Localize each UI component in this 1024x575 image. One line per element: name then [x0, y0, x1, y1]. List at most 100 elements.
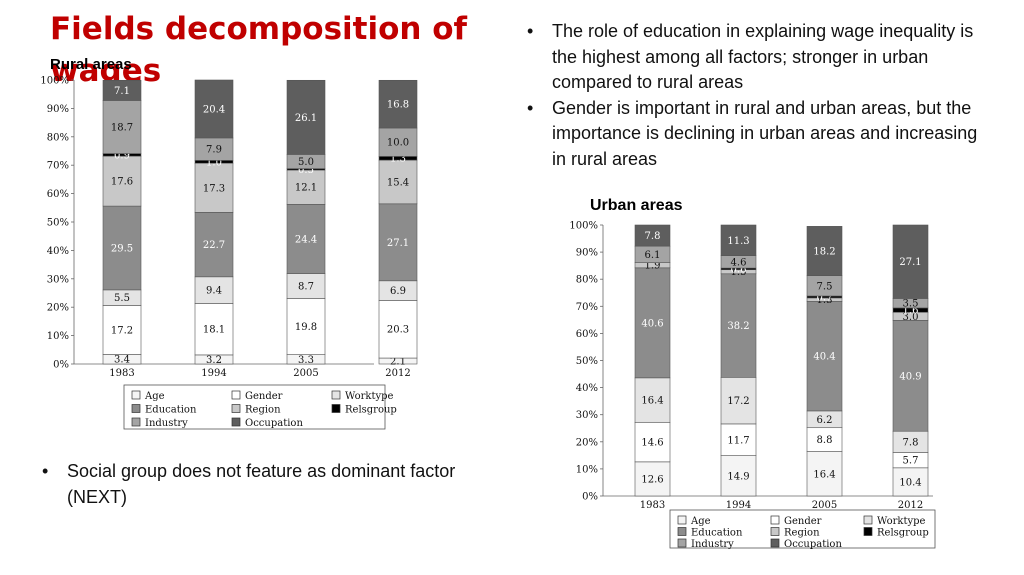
rural-y-tick-label: 100% — [40, 76, 69, 87]
rural-bar-2012-occupation — [378, 79, 418, 129]
urban-bar-2012-occupation — [892, 224, 929, 299]
urban-data-label-1983-region: 1.9 — [645, 261, 661, 272]
rural-legend-swatch-region — [231, 404, 241, 413]
rural-legend-swatch-relsgroup — [331, 404, 341, 413]
urban-data-label-1983-gender: 14.6 — [641, 438, 663, 449]
rural-legend-label-age: Age — [144, 391, 165, 402]
urban-data-label-1983-occupation: 7.8 — [645, 231, 661, 242]
rural-legend-swatch-education — [131, 404, 141, 413]
urban-data-label-1983-industry: 6.1 — [645, 250, 661, 261]
rural-legend-label-relsgroup: Relsgroup — [345, 405, 397, 416]
rural-y-tick-label: 30% — [47, 274, 69, 285]
rural-legend-label-occupation: Occupation — [245, 418, 303, 429]
urban-x-tick-label-1983: 1983 — [640, 500, 665, 511]
rural-y-tick-label: 90% — [47, 104, 69, 115]
rural-data-label-2005-education: 24.4 — [295, 235, 317, 246]
urban-bar-1994-occupation — [720, 224, 757, 256]
urban-data-label-2005-education: 40.4 — [813, 352, 835, 363]
urban-data-label-2012-education: 40.9 — [899, 371, 921, 382]
urban-y-tick-label: 70% — [576, 302, 598, 313]
urban-data-label-1994-gender: 11.7 — [727, 435, 749, 446]
urban-stacked-bar-chart: 0% 10% 20% 30% 40% 50% 60% 70% 80% 90% 100% 12.6 14.… — [569, 221, 936, 550]
rural-data-label-1994-industry: 7.9 — [206, 145, 222, 156]
urban-data-label-2012-industry: 3.5 — [903, 299, 919, 310]
rural-data-label-1994-worktype: 9.4 — [206, 286, 222, 297]
urban-y-tick-label: 50% — [576, 356, 598, 367]
rural-data-label-2012-worktype: 6.9 — [390, 286, 406, 297]
urban-chart-title: Urban areas — [590, 197, 683, 214]
rural-x-tick-label-2012: 2012 — [385, 368, 410, 379]
urban-data-label-1983-worktype: 16.4 — [641, 396, 663, 407]
rural-legend-swatch-age — [131, 390, 141, 400]
rural-bar-2012-region — [378, 159, 418, 205]
urban-data-label-2012-occupation: 27.1 — [899, 257, 921, 268]
urban-data-label-2005-age: 16.4 — [813, 469, 835, 480]
rural-legend-swatch-occupation — [231, 417, 241, 427]
urban-legend-label-gender: Gender — [784, 516, 822, 527]
rural-y-tick-label: 10% — [47, 331, 69, 342]
urban-bar-1983-education — [634, 267, 671, 379]
rural-data-label-1983-worktype: 5.5 — [114, 293, 130, 304]
urban-data-label-1994-worktype: 17.2 — [727, 396, 749, 407]
rural-legend-label-education: Education — [145, 405, 197, 416]
rural-legend-label-worktype: Worktype — [345, 391, 394, 402]
rural-bar-1983-education — [102, 205, 142, 291]
rural-data-label-2012-age: 2.1 — [390, 357, 406, 368]
rural-data-label-1983-region: 17.6 — [111, 177, 133, 188]
urban-y-tick-label: 90% — [576, 248, 598, 259]
rural-bar-1983-region — [102, 155, 142, 207]
rural-data-label-1983-relsgroup: 0.9 — [114, 150, 130, 161]
rural-bar-1994-worktype — [194, 276, 234, 304]
urban-legend-swatch-occupation — [770, 538, 780, 548]
urban-data-label-1983-education: 40.6 — [641, 318, 663, 329]
urban-x-tick-label-2005: 2005 — [812, 500, 837, 511]
rural-y-tick-label: 20% — [47, 303, 69, 314]
urban-legend-swatch-worktype — [863, 515, 873, 525]
rural-bar-2012-industry — [378, 127, 418, 157]
bullet-education-role: The role of education in explaining wage… — [525, 19, 995, 96]
urban-data-label-2005-occupation: 18.2 — [813, 247, 835, 258]
urban-y-tick-label: 60% — [576, 329, 598, 340]
urban-data-label-2005-worktype: 6.2 — [817, 415, 833, 426]
urban-data-label-2012-relsgroup: 1.6 — [903, 306, 919, 317]
bullet-social-group: Social group does not feature as dominan… — [40, 459, 460, 510]
urban-data-label-1994-education: 38.2 — [727, 321, 749, 332]
rural-data-label-2012-education: 27.1 — [387, 238, 409, 249]
rural-data-label-2005-region: 12.1 — [295, 183, 317, 194]
rural-data-label-1994-relsgroup: 1.0 — [206, 157, 222, 168]
urban-data-label-1994-relsgroup: 0.6 — [731, 264, 747, 275]
rural-y-tick-label: 40% — [47, 246, 69, 257]
urban-data-label-1994-occupation: 11.3 — [727, 236, 749, 247]
rural-data-label-1983-age: 3.4 — [114, 355, 130, 366]
urban-legend-label-region: Region — [784, 528, 820, 539]
rural-bar-2012-gender — [378, 300, 418, 359]
urban-data-label-2012-region: 3.0 — [903, 312, 919, 323]
bullet-gender-importance: Gender is important in rural and urban a… — [525, 96, 995, 173]
urban-y-tick-label: 20% — [576, 437, 598, 448]
rural-legend-swatch-gender — [231, 390, 241, 400]
rural-bar-1994-gender — [194, 303, 234, 356]
rural-y-tick-label: 50% — [47, 218, 69, 229]
urban-y-tick-label: 80% — [576, 275, 598, 286]
urban-data-label-1994-age: 14.9 — [727, 471, 749, 482]
urban-bar-1983-occupation — [634, 224, 671, 247]
rural-bar-1983-occupation — [102, 79, 142, 101]
rural-data-label-2012-industry: 10.0 — [387, 138, 409, 149]
rural-data-label-1983-gender: 17.2 — [111, 325, 133, 336]
urban-legend-swatch-age — [677, 515, 687, 525]
rural-legend-label-industry: Industry — [145, 418, 188, 429]
urban-legend-label-worktype: Worktype — [877, 516, 926, 527]
rural-data-label-2005-relsgroup: 0.5 — [298, 165, 314, 176]
urban-x-tick-label-2012: 2012 — [898, 500, 923, 511]
rural-data-label-2005-worktype: 8.7 — [298, 282, 314, 293]
rural-data-label-2005-gender: 19.8 — [295, 322, 317, 333]
rural-data-label-1994-education: 22.7 — [203, 240, 225, 251]
rural-bar-1994-region — [194, 162, 234, 213]
rural-legend-swatch-industry — [131, 417, 141, 427]
rural-data-label-2012-region: 15.4 — [387, 177, 409, 188]
urban-data-label-2005-gender: 8.8 — [817, 435, 833, 446]
rural-data-label-1983-education: 29.5 — [111, 243, 133, 254]
rural-y-tick-label: 80% — [47, 132, 69, 143]
rural-legend-label-region: Region — [245, 405, 281, 416]
urban-legend-swatch-industry — [677, 538, 687, 548]
